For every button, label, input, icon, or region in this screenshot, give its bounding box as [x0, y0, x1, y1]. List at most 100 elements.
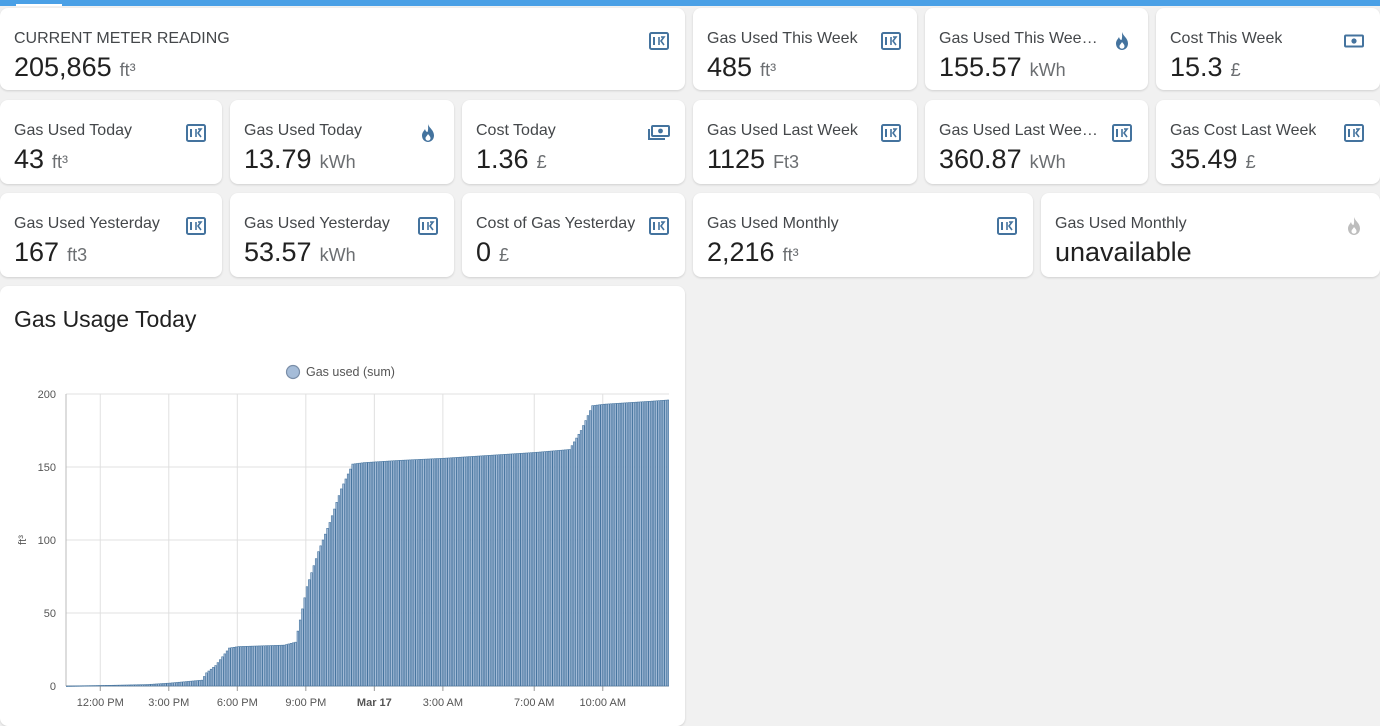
chart-bar[interactable]	[289, 643, 293, 687]
chart-bar[interactable]	[328, 522, 331, 687]
chart-bar[interactable]	[171, 682, 174, 687]
chart-bar[interactable]	[417, 459, 421, 687]
chart-bar[interactable]	[470, 456, 473, 687]
chart-bar[interactable]	[554, 450, 558, 687]
chart-bar[interactable]	[509, 453, 512, 687]
chart-bar[interactable]	[659, 400, 663, 687]
chart-bar[interactable]	[550, 450, 553, 687]
chart-bar[interactable]	[280, 644, 283, 687]
chart-bar[interactable]	[257, 645, 261, 687]
chart-bar[interactable]	[330, 515, 334, 687]
chart-bar[interactable]	[454, 457, 457, 687]
chart-bar[interactable]	[310, 572, 313, 687]
chart-bar[interactable]	[344, 478, 347, 687]
chart-bar[interactable]	[198, 680, 201, 687]
chart-bar[interactable]	[463, 456, 466, 687]
chart-bar[interactable]	[611, 403, 615, 687]
chart-bar[interactable]	[623, 402, 626, 687]
chart-bar[interactable]	[296, 630, 299, 687]
chart-bar[interactable]	[662, 400, 665, 687]
chart-bar[interactable]	[129, 684, 133, 687]
chart-bar[interactable]	[586, 415, 590, 687]
chart-bar[interactable]	[538, 451, 542, 687]
chart-bar[interactable]	[209, 668, 213, 687]
card-cost-of-gas-yesterday[interactable]: Cost of Gas Yesterday 0 £	[462, 193, 685, 277]
chart-bar[interactable]	[145, 684, 149, 687]
chart-bar[interactable]	[536, 451, 539, 687]
chart-bar[interactable]	[79, 685, 82, 687]
chart-bar[interactable]	[410, 459, 414, 687]
chart-bar[interactable]	[230, 647, 233, 687]
chart-bar[interactable]	[431, 458, 434, 687]
chart-bar[interactable]	[93, 685, 96, 687]
chart-bar[interactable]	[488, 455, 491, 687]
chart-bar[interactable]	[621, 402, 624, 687]
card-gas-used-last-week[interactable]: Gas Used Last Week 1125 Ft3	[693, 100, 917, 184]
chart-bar[interactable]	[666, 399, 670, 687]
chart-bar[interactable]	[244, 646, 247, 687]
chart-bar[interactable]	[397, 460, 400, 687]
chart-bar[interactable]	[591, 405, 594, 687]
chart-bar[interactable]	[180, 681, 183, 687]
chart-bar[interactable]	[285, 644, 288, 687]
card-gas-used-this-week-kwh[interactable]: Gas Used This Week (k… 155.57 kWh	[925, 8, 1148, 90]
chart-bar[interactable]	[534, 452, 537, 687]
chart-bar[interactable]	[415, 459, 418, 687]
chart-bar[interactable]	[511, 453, 514, 687]
chart-bar[interactable]	[214, 665, 217, 687]
chart-bar[interactable]	[543, 451, 546, 687]
chart-bar[interactable]	[294, 641, 297, 687]
chart-bar[interactable]	[136, 684, 140, 687]
chart-bar[interactable]	[127, 684, 130, 687]
chart-bar[interactable]	[570, 445, 574, 687]
chart-bar[interactable]	[216, 662, 220, 687]
chart-bar[interactable]	[239, 646, 242, 687]
chart-bar[interactable]	[362, 462, 366, 687]
chart-bar[interactable]	[442, 457, 446, 687]
chart-bar[interactable]	[433, 458, 437, 687]
chart-bar[interactable]	[426, 458, 430, 687]
chart-bar[interactable]	[447, 457, 450, 687]
card-gas-used-this-week[interactable]: Gas Used This Week 485 ft³	[693, 8, 917, 90]
chart-bar[interactable]	[479, 455, 482, 687]
chart-bar[interactable]	[655, 400, 658, 687]
chart-bar[interactable]	[305, 586, 309, 687]
chart-bar[interactable]	[353, 463, 357, 687]
chart-bar[interactable]	[495, 454, 498, 687]
chart-bar[interactable]	[278, 644, 281, 687]
chart-bar[interactable]	[319, 545, 322, 687]
chart-bar[interactable]	[86, 685, 89, 687]
chart-bar[interactable]	[614, 403, 617, 687]
chart-bar[interactable]	[264, 645, 267, 687]
chart-bar[interactable]	[75, 685, 78, 687]
chart-bar[interactable]	[84, 685, 87, 687]
chart-bar[interactable]	[527, 452, 530, 687]
chart-bar[interactable]	[573, 441, 576, 687]
chart-bar[interactable]	[273, 645, 277, 687]
chart-bar[interactable]	[219, 659, 222, 687]
chart-bar[interactable]	[276, 645, 279, 687]
chart-bar[interactable]	[118, 684, 121, 687]
chart-bar[interactable]	[598, 404, 601, 687]
chart-bar[interactable]	[346, 473, 350, 687]
chart-bar[interactable]	[646, 401, 649, 687]
chart-bar[interactable]	[477, 455, 480, 687]
chart-bar[interactable]	[632, 402, 635, 687]
card-gas-used-today[interactable]: Gas Used Today 43 ft³	[0, 100, 222, 184]
chart-bar[interactable]	[490, 454, 494, 687]
chart-bar[interactable]	[401, 459, 405, 687]
chart-bar[interactable]	[385, 460, 389, 687]
chart-bar[interactable]	[100, 685, 103, 687]
chart-bar[interactable]	[643, 401, 647, 687]
chart-bar[interactable]	[271, 645, 274, 687]
chart-bar[interactable]	[474, 455, 478, 687]
chart-bar[interactable]	[177, 681, 181, 687]
chart-bar[interactable]	[292, 642, 295, 687]
chart-bar[interactable]	[513, 453, 516, 687]
chart-bar[interactable]	[212, 667, 215, 687]
chart-bar[interactable]	[225, 650, 229, 687]
chart-bar[interactable]	[298, 619, 302, 687]
chart-bar[interactable]	[374, 461, 377, 687]
chart-bar[interactable]	[360, 462, 363, 687]
chart-bar[interactable]	[120, 684, 124, 687]
